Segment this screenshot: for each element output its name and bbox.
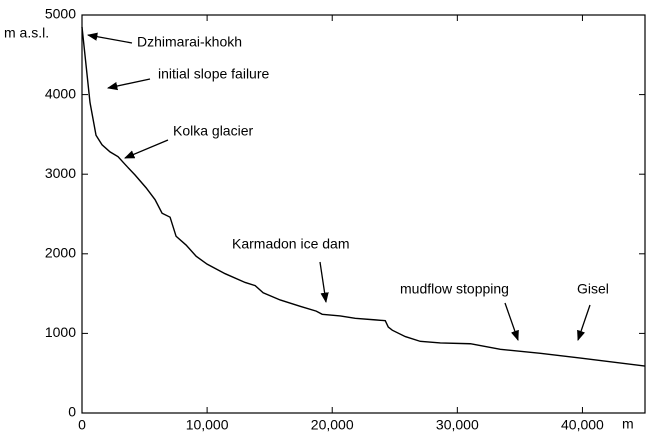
- annotation: Karmadon ice dam: [232, 236, 350, 252]
- y-tick-label: 1000: [45, 324, 76, 340]
- x-tick-label: 30,000: [436, 417, 479, 433]
- annotation-arrow: [319, 261, 329, 304]
- y-tick-label: 2000: [45, 245, 76, 261]
- annotation-arrow: [504, 302, 519, 341]
- annotation-arrow: [124, 139, 169, 159]
- x-axis-label: m: [622, 416, 634, 432]
- annotation: initial slope failure: [158, 66, 269, 82]
- y-tick-label: 0: [68, 404, 76, 420]
- annotation: Dzhimarai-khokh: [137, 34, 242, 50]
- y-axis-label: m a.s.l.: [4, 25, 49, 41]
- annotation-arrow: [86, 32, 133, 44]
- x-tick-label: 40,000: [561, 417, 604, 433]
- annotation: mudflow stopping: [400, 281, 509, 297]
- annotation-arrow: [106, 78, 151, 91]
- y-tick-label: 3000: [45, 165, 76, 181]
- x-tick-label: 20,000: [311, 417, 354, 433]
- y-tick-label: 5000: [45, 6, 76, 22]
- y-tick-label: 4000: [45, 85, 76, 101]
- plot-frame: [81, 14, 646, 414]
- annotation-arrow: [577, 304, 591, 341]
- x-tick-label: 0: [78, 417, 86, 433]
- profile-line: [81, 26, 646, 367]
- x-tick-label: 10,000: [186, 417, 229, 433]
- annotation: Gisel: [577, 281, 609, 297]
- annotation: Kolka glacier: [173, 123, 253, 139]
